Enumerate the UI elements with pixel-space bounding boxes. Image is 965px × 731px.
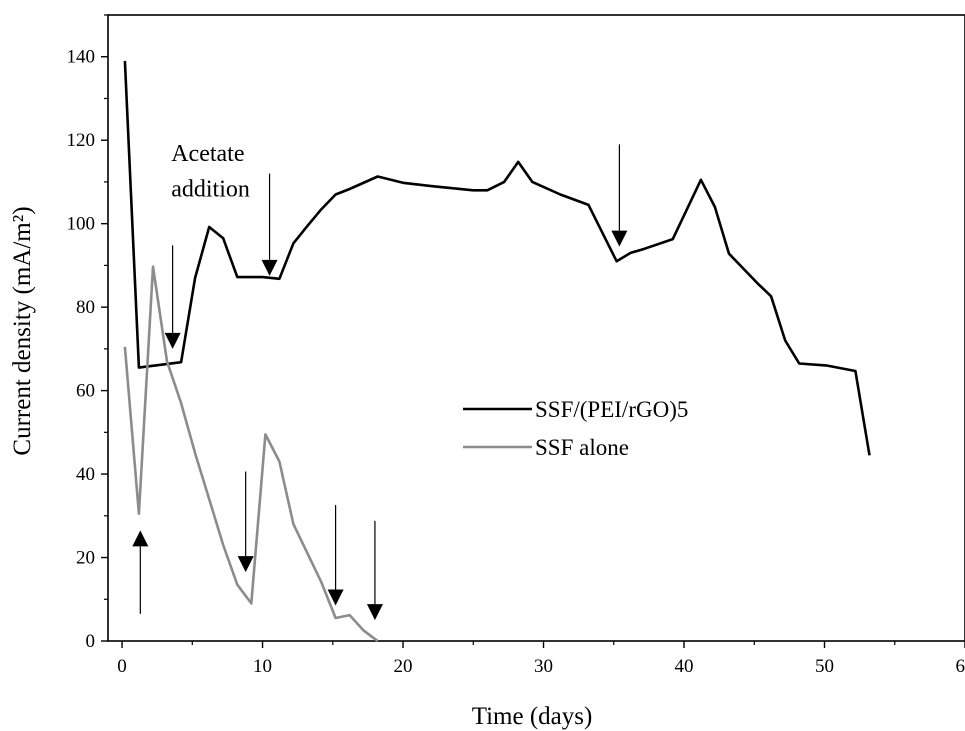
x-tick-label: 50 bbox=[815, 656, 834, 677]
y-axis-label: Current density (mA/m²) bbox=[9, 206, 36, 455]
arrow-head bbox=[237, 556, 254, 573]
legend-label: SSF/(PEI/rGO)5 bbox=[535, 397, 688, 422]
arrow-head bbox=[327, 589, 344, 606]
arrow-head bbox=[611, 230, 628, 247]
x-axis: 0 10 20 30 40 50 60 bbox=[117, 641, 965, 677]
x-tick-label: 0 bbox=[117, 656, 127, 677]
y-tick-label: 60 bbox=[76, 381, 95, 402]
x-tick-label: 10 bbox=[253, 656, 272, 677]
annotation-text: Acetate bbox=[171, 141, 244, 167]
x-tick-label: 60 bbox=[956, 656, 965, 677]
x-axis-label: Time (days) bbox=[472, 703, 593, 730]
y-tick-label: 80 bbox=[76, 297, 95, 318]
annotation-text: addition bbox=[171, 177, 250, 203]
arrow-head bbox=[366, 604, 383, 621]
legend-label: SSF alone bbox=[535, 435, 629, 460]
y-tick-label: 0 bbox=[86, 631, 96, 652]
x-tick-label: 40 bbox=[675, 656, 694, 677]
arrow-head bbox=[261, 259, 278, 276]
arrow-layer bbox=[132, 144, 628, 621]
series-line-1 bbox=[123, 60, 871, 456]
series-layer bbox=[123, 60, 871, 643]
arrow-head bbox=[164, 332, 181, 349]
x-tick-label: 20 bbox=[394, 656, 413, 677]
y-tick-label: 100 bbox=[67, 214, 96, 235]
x-tick-label: 30 bbox=[534, 656, 553, 677]
y-tick-label: 120 bbox=[67, 130, 96, 151]
plot-border bbox=[107, 14, 965, 642]
annotation-layer: Acetate addition bbox=[171, 141, 250, 202]
y-axis: 0 20 40 60 80 100 120 140 bbox=[67, 14, 108, 652]
plot-frame bbox=[107, 14, 965, 642]
arrow-head bbox=[132, 530, 149, 547]
y-tick-label: 40 bbox=[76, 464, 95, 485]
y-tick-label: 140 bbox=[67, 47, 96, 68]
y-tick-label: 20 bbox=[76, 548, 95, 569]
legend: SSF/(PEI/rGO)5 SSF alone bbox=[463, 397, 688, 460]
series-line-2 bbox=[123, 265, 379, 643]
